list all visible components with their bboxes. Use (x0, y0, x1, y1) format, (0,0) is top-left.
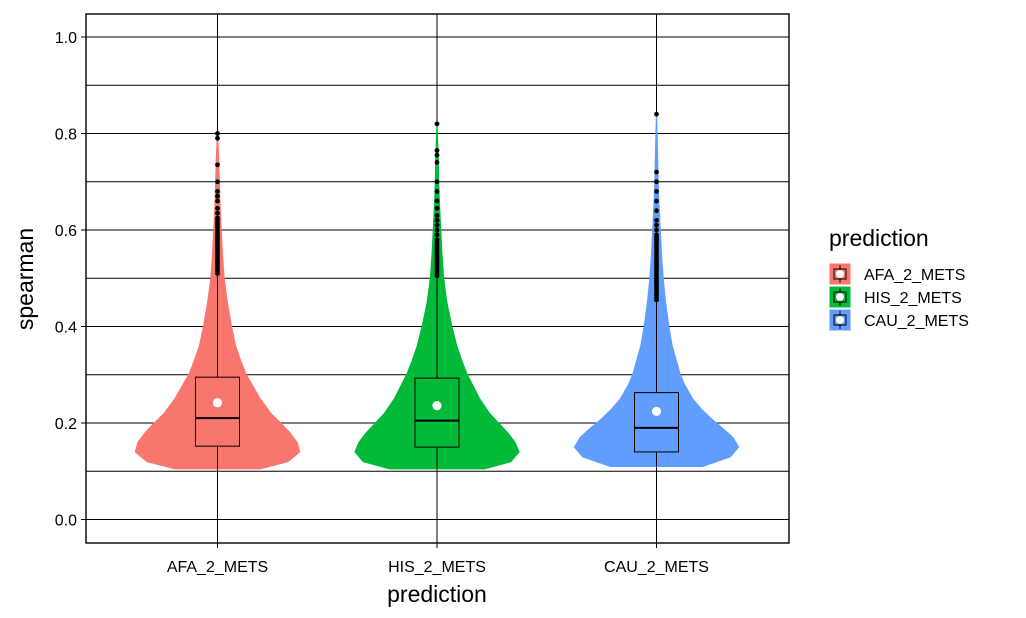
legend-key-mean (836, 293, 844, 301)
outlier-point-CAU_2_METS (654, 169, 659, 175)
legend-title: prediction (829, 225, 929, 251)
outlier-point-CAU_2_METS (654, 232, 659, 238)
y-tick-label: 1.0 (55, 30, 77, 47)
outlier-point-HIS_2_METS (434, 147, 440, 153)
y-tick-label: 0.8 (55, 127, 77, 144)
outlier-point-HIS_2_METS (434, 198, 440, 204)
box-AFA_2_METS (195, 376, 240, 447)
box-HIS_2_METS (414, 377, 460, 448)
outlier-point-AFA_2_METS (215, 205, 220, 211)
legend: prediction AFA_2_METS HIS_2_METS CAU_2_MET… (829, 225, 969, 331)
x-tick-label: CAU_2_METS (604, 559, 709, 576)
outlier-point-HIS_2_METS (434, 232, 440, 238)
legend-label: AFA_2_METS (864, 267, 965, 284)
legend-key-box (833, 314, 847, 326)
legend-label: HIS_2_METS (864, 290, 962, 307)
outlier-point-AFA_2_METS (215, 131, 220, 136)
outlier-point-HIS_2_METS (434, 121, 440, 127)
y-tick-label: 0.2 (55, 416, 77, 433)
outlier-point-AFA_2_METS (215, 135, 220, 141)
outlier-point-CAU_2_METS (654, 198, 659, 204)
x-axis-title: prediction (387, 581, 487, 607)
outlier-point-CAU_2_METS (654, 179, 659, 185)
outlier-point-HIS_2_METS (434, 222, 440, 228)
x-axis: AFA_2_METS HIS_2_METS CAU_2_METS (167, 543, 709, 576)
legend-key-box (833, 268, 847, 280)
legend-key-mean (836, 270, 844, 278)
outlier-point-HIS_2_METS (434, 205, 440, 211)
y-tick-label: 0.6 (55, 223, 77, 240)
mean-point-AFA_2_METS (212, 398, 223, 408)
outlier-point-HIS_2_METS (434, 213, 440, 218)
outlier-point-HIS_2_METS (434, 189, 440, 194)
outlier-point-HIS_2_METS (434, 179, 440, 185)
mean-point-HIS_2_METS (432, 401, 442, 411)
y-tick-label: 0.0 (55, 513, 77, 530)
outlier-point-HIS_2_METS (434, 237, 440, 243)
outlier-point-CAU_2_METS (654, 189, 659, 194)
outlier-point-CAU_2_METS (654, 222, 659, 228)
legend-item-HIS_2_METS: HIS_2_METS (829, 286, 962, 308)
outlier-point-CAU_2_METS (654, 217, 659, 223)
outlier-point-AFA_2_METS (215, 162, 220, 168)
legend-item-CAU_2_METS: CAU_2_METS (829, 309, 969, 331)
outlier-point-HIS_2_METS (434, 152, 440, 158)
x-tick-label: AFA_2_METS (167, 559, 268, 576)
box-CAU_2_METS (634, 392, 679, 453)
y-axis-title: spearman (12, 228, 38, 330)
mean-point-CAU_2_METS (651, 406, 662, 417)
outlier-point-AFA_2_METS (215, 198, 220, 204)
legend-item-AFA_2_METS: AFA_2_METS (829, 263, 965, 285)
legend-label: CAU_2_METS (864, 313, 969, 330)
y-axis: 0.0 0.2 0.4 0.6 0.8 1.0 (55, 30, 86, 530)
outlier-point-AFA_2_METS (215, 179, 220, 185)
outlier-point-AFA_2_METS (215, 215, 220, 221)
outlier-point-AFA_2_METS (215, 210, 220, 216)
outlier-point-HIS_2_METS (434, 227, 440, 233)
outlier-point-AFA_2_METS (215, 189, 220, 194)
x-tick-label: HIS_2_METS (388, 559, 486, 576)
outlier-point-CAU_2_METS (654, 227, 659, 233)
outlier-point-HIS_2_METS (434, 160, 440, 165)
legend-key-box (833, 291, 847, 303)
outlier-point-HIS_2_METS (434, 217, 440, 223)
outlier-point-AFA_2_METS (215, 193, 220, 199)
outlier-point-CAU_2_METS (654, 208, 659, 214)
outlier-point-CAU_2_METS (654, 111, 659, 117)
y-tick-label: 0.4 (55, 320, 77, 337)
legend-key-mean (836, 316, 844, 324)
box-layer (195, 111, 679, 469)
